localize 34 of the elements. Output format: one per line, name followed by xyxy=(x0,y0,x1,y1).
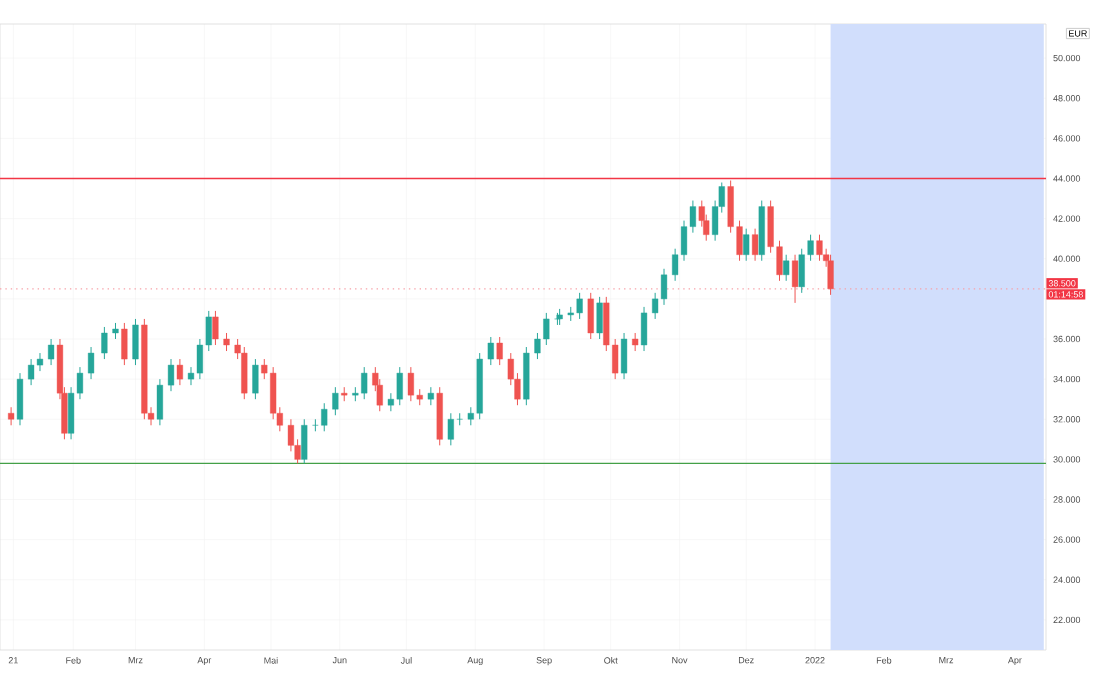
candlestick xyxy=(743,228,750,262)
candlestick xyxy=(587,292,594,340)
candlestick xyxy=(36,352,44,372)
candlestick xyxy=(176,358,183,386)
candlestick xyxy=(87,346,95,380)
candlestick xyxy=(487,336,494,366)
candlestick xyxy=(132,318,139,366)
candlestick xyxy=(827,254,834,296)
candlestick xyxy=(596,296,603,340)
candlestick xyxy=(523,346,530,406)
candlestick xyxy=(156,378,163,426)
candlestick xyxy=(223,332,230,352)
candlestick xyxy=(427,386,434,406)
candlestick xyxy=(332,386,339,416)
candlestick xyxy=(241,346,248,400)
candlestick xyxy=(167,358,175,392)
candlestick xyxy=(496,336,503,366)
candlestick xyxy=(783,254,790,282)
candlestick xyxy=(660,268,668,306)
candlestick xyxy=(436,386,443,446)
candlestick xyxy=(620,332,628,380)
candlestick xyxy=(816,234,823,262)
candlestick xyxy=(301,418,308,464)
candlestick xyxy=(8,406,15,426)
candlestick xyxy=(640,306,648,352)
candlestick xyxy=(212,310,219,346)
candlestick xyxy=(752,228,759,262)
candlestick xyxy=(252,358,259,400)
candlestick xyxy=(632,332,639,352)
candlestick xyxy=(791,254,799,304)
candlestick xyxy=(121,322,128,366)
candlestick xyxy=(101,326,108,360)
candlestick xyxy=(16,372,24,426)
candlestick xyxy=(48,338,55,366)
